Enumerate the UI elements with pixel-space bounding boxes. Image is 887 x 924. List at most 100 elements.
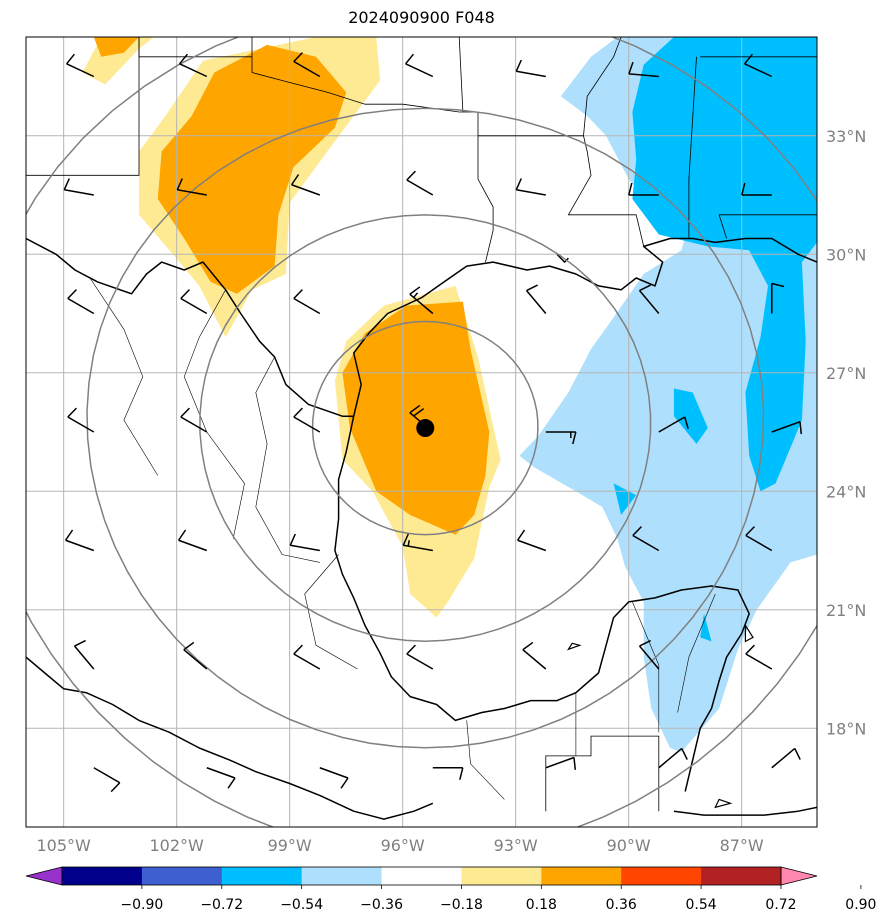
colorbar-bin <box>62 867 143 885</box>
wind-barb <box>64 529 95 552</box>
wind-barb <box>63 178 94 196</box>
coastline <box>556 253 569 263</box>
wind-barb <box>180 289 208 315</box>
colorbar-bin <box>381 867 462 885</box>
wind-barb <box>741 182 772 196</box>
colorbar-tick-label: 0.36 <box>606 897 637 913</box>
wind-barb <box>290 174 321 196</box>
longitude-label: 99°W <box>268 836 312 855</box>
wind-barb <box>406 170 434 196</box>
latitude-label: 30°N <box>826 245 866 264</box>
field-region-3 <box>93 37 139 57</box>
longitude-label: 87°W <box>720 836 764 855</box>
coastline <box>26 656 434 820</box>
coastline <box>334 416 750 792</box>
wind-barb <box>183 641 208 670</box>
state-border <box>583 37 622 136</box>
colorbar-frame <box>61 866 782 886</box>
map-title: 2024090900 F048 <box>348 8 495 27</box>
range-ring <box>199 214 652 642</box>
coastlines <box>26 237 817 820</box>
colorbar-tick-label: −0.18 <box>440 897 483 913</box>
state-border <box>688 56 697 239</box>
wind-barb <box>515 59 546 78</box>
longitude-labels: 105°W 102°W 99°W 96°W 93°W 90°W 87°W <box>36 836 763 855</box>
state-border <box>545 735 660 812</box>
field-region-10 <box>700 613 712 642</box>
latitude-labels: 18°N 21°N 24°N 27°N 30°N 33°N <box>826 127 866 739</box>
colorbar-bin <box>541 867 622 885</box>
wind-barb <box>628 61 659 78</box>
state-border <box>304 554 358 670</box>
graticule <box>26 37 817 827</box>
field-region-7 <box>632 37 817 492</box>
wind-barb <box>525 284 547 314</box>
wind-barb <box>180 407 208 433</box>
state-border <box>458 37 464 113</box>
wind-barb <box>545 431 577 445</box>
wind-barb <box>293 407 321 433</box>
wind-barb <box>771 747 801 769</box>
state-border <box>251 37 494 263</box>
wind-barb <box>293 289 321 315</box>
wind-barb <box>67 407 95 433</box>
wind-barb <box>206 767 236 789</box>
wind-barb <box>177 529 208 552</box>
range-ring <box>86 107 765 749</box>
field-fill-layer <box>82 37 817 752</box>
wind-barb <box>179 53 208 78</box>
colorbar-tick-label: 0.90 <box>845 897 876 913</box>
wind-barb <box>409 286 434 315</box>
wind-barb <box>545 756 577 770</box>
wind-barb <box>658 416 689 433</box>
island <box>744 623 754 643</box>
wind-barb <box>293 644 321 670</box>
state-border <box>26 37 140 176</box>
wind-barbs <box>63 52 803 793</box>
wind-barb <box>628 182 659 196</box>
state-border <box>677 593 716 713</box>
coastline <box>352 237 817 417</box>
colorbar-bin <box>701 867 782 885</box>
colorbar: −0.90 −0.72 −0.54 −0.36 −0.18 0.18 0.36 0.54 0.7… <box>25 866 876 913</box>
colorbar-extend-high <box>780 866 818 886</box>
island <box>566 642 582 651</box>
wind-barb <box>405 53 434 78</box>
state-border <box>89 277 159 476</box>
colorbar-extend-low <box>25 866 63 886</box>
colorbar-bin <box>301 867 383 885</box>
wind-barb <box>638 284 660 314</box>
state-border <box>718 214 817 239</box>
latitude-label: 33°N <box>826 127 866 146</box>
wind-barb <box>67 289 95 315</box>
colorbar-tick-label: −0.54 <box>280 897 323 913</box>
colorbar-bin <box>461 867 542 885</box>
coastline <box>26 237 354 417</box>
wind-barb <box>516 529 547 552</box>
cyclone-center <box>416 419 435 438</box>
state-border <box>466 720 505 800</box>
wind-barb <box>638 639 660 670</box>
range-ring <box>311 320 539 536</box>
wind-barb <box>176 178 207 196</box>
island <box>714 798 733 809</box>
wind-barb <box>632 526 660 552</box>
colorbar-tick-label: −0.36 <box>360 897 403 913</box>
cyclone-center-marker <box>416 419 435 438</box>
wind-barb <box>406 644 434 670</box>
wind-barb <box>402 533 433 552</box>
colorbar-tick-label: 0.54 <box>686 897 717 913</box>
colorbar-bin <box>621 867 702 885</box>
wind-barb <box>522 641 547 670</box>
colorbar-bin <box>221 867 303 885</box>
field-region-4 <box>157 44 347 294</box>
field-region-8 <box>673 388 708 444</box>
longitude-label: 102°W <box>149 836 204 855</box>
wind-barb <box>289 533 320 552</box>
wind-barb <box>515 178 546 196</box>
wind-barb <box>319 767 349 789</box>
longitude-label: 96°W <box>381 836 425 855</box>
wind-barb <box>93 767 121 793</box>
coastline <box>673 806 817 816</box>
